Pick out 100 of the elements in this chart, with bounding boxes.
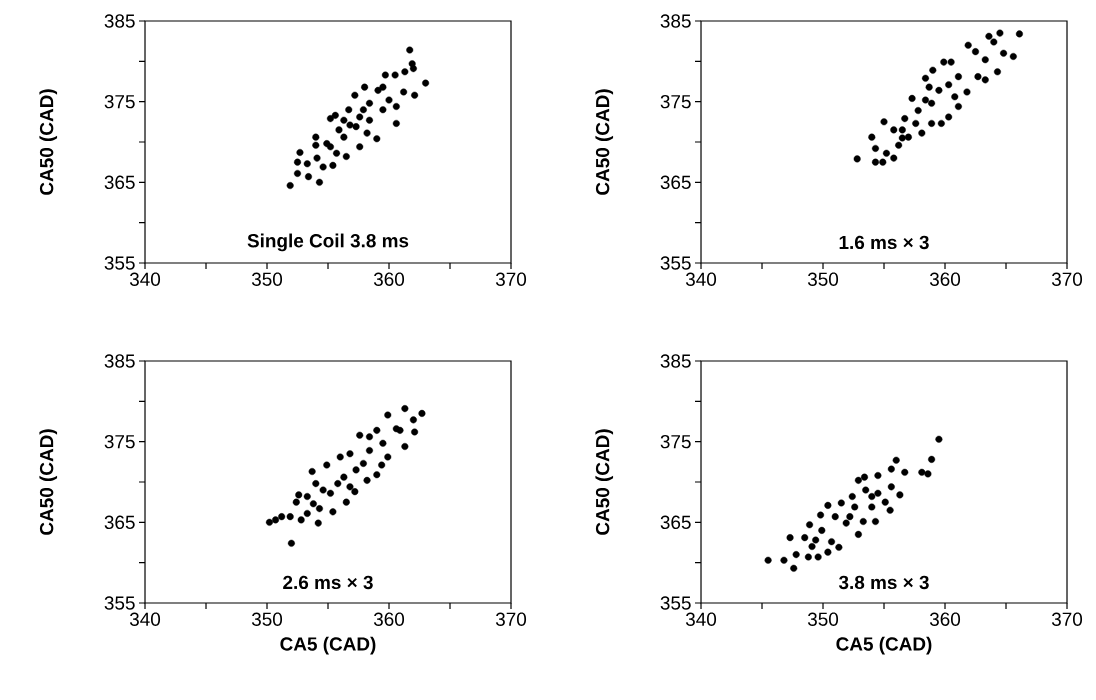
point (303, 493, 311, 500)
point (365, 447, 373, 455)
point (286, 182, 294, 190)
point (928, 99, 936, 107)
point (924, 470, 932, 478)
point (824, 548, 832, 556)
y-tick-label: 375 (104, 434, 135, 449)
point (363, 129, 371, 137)
point (780, 556, 788, 564)
point (963, 88, 971, 96)
y-tick-label: 365 (104, 175, 135, 190)
point (379, 83, 387, 91)
y-tick-label: 385 (104, 14, 135, 28)
point (890, 154, 898, 162)
point (896, 491, 904, 499)
point (846, 513, 854, 521)
point (921, 74, 929, 82)
point (996, 29, 1004, 37)
point (411, 428, 419, 436)
point (868, 503, 876, 511)
point (346, 121, 354, 129)
point (925, 83, 933, 91)
point (918, 129, 926, 137)
point (323, 461, 331, 469)
point (868, 493, 876, 500)
point (824, 501, 832, 509)
point (887, 483, 895, 491)
point (886, 506, 894, 514)
x-tick-label: 360 (929, 612, 961, 626)
point (378, 461, 386, 469)
point (837, 499, 845, 507)
point (895, 141, 903, 149)
point (854, 476, 862, 484)
point (1015, 30, 1023, 38)
point (392, 119, 400, 127)
point (818, 526, 826, 534)
x-tick-label: 370 (495, 272, 527, 286)
point (786, 534, 794, 542)
point (342, 153, 350, 160)
point (359, 459, 367, 467)
point (929, 66, 937, 74)
y-tick-label: 385 (104, 354, 135, 368)
point (879, 158, 887, 166)
point (329, 508, 337, 516)
point (842, 519, 850, 527)
y-axis-title: CA50 (CAD) (39, 429, 58, 535)
point (294, 158, 302, 166)
point (814, 553, 822, 561)
point (308, 468, 316, 475)
point (303, 509, 311, 517)
point (828, 538, 836, 546)
point (373, 135, 381, 143)
point (361, 83, 369, 91)
x-tick-label: 370 (495, 612, 527, 626)
point (406, 46, 414, 54)
point (359, 106, 367, 114)
x-tick-label: 340 (685, 272, 717, 286)
point (400, 88, 408, 96)
point (401, 68, 409, 76)
point (935, 86, 943, 94)
point (265, 518, 273, 526)
point (862, 486, 870, 494)
point (892, 456, 900, 464)
x-tick-label: 350 (807, 272, 839, 286)
point (851, 503, 859, 511)
point (365, 116, 373, 124)
point (346, 483, 354, 491)
x-tick-label: 360 (373, 272, 405, 286)
point (384, 411, 392, 419)
point (409, 416, 417, 424)
point (422, 79, 430, 87)
point (868, 133, 876, 141)
point (401, 405, 409, 413)
point (363, 476, 371, 484)
point (335, 126, 343, 134)
point (340, 133, 348, 141)
point (940, 58, 948, 66)
y-tick-label: 355 (660, 596, 691, 610)
point (356, 113, 364, 121)
point (947, 58, 955, 66)
point (333, 149, 341, 157)
point (319, 486, 327, 494)
point (1009, 52, 1017, 60)
y-tick-label: 385 (660, 354, 691, 368)
x-axis-title: CA5 (CAD) (836, 636, 932, 655)
point (314, 519, 322, 527)
y-tick-label: 375 (660, 434, 691, 449)
point (336, 453, 344, 461)
point (981, 76, 989, 84)
point (312, 133, 320, 141)
point (294, 169, 302, 177)
point (945, 113, 953, 121)
point (918, 468, 926, 476)
point (912, 119, 920, 127)
point (853, 155, 861, 163)
point (384, 453, 392, 461)
point (315, 178, 323, 186)
point (871, 158, 879, 166)
point (954, 102, 962, 110)
point (304, 173, 312, 181)
